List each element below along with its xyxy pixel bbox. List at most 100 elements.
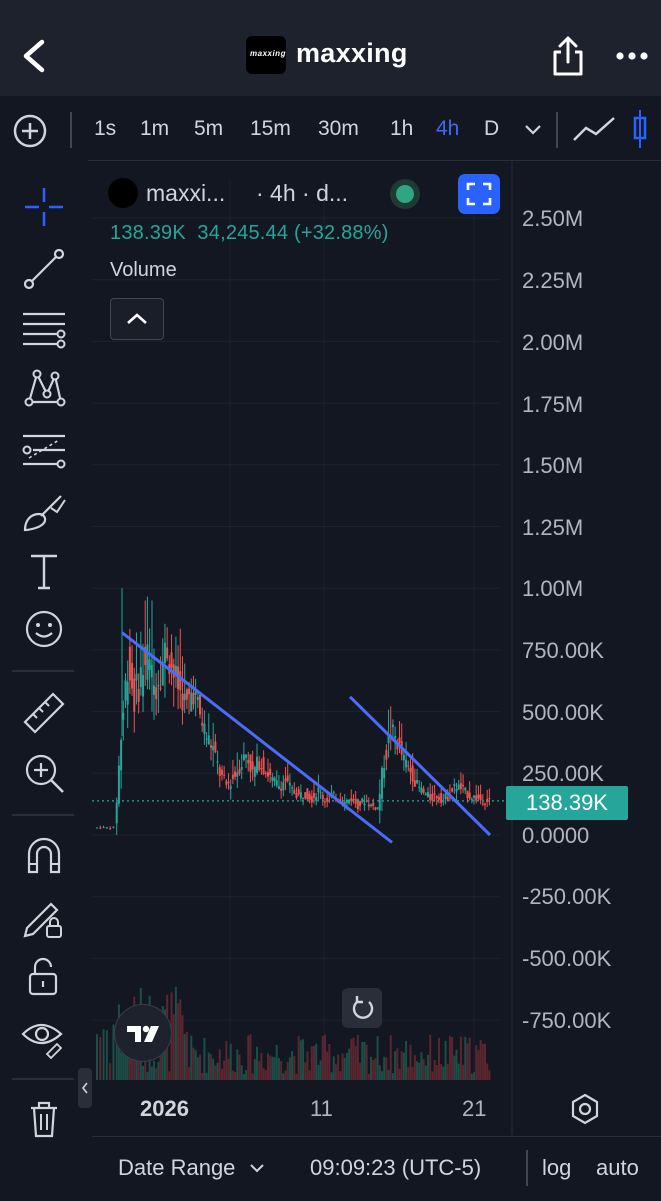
line-chart-type-button[interactable] xyxy=(572,114,616,149)
candle-body xyxy=(451,788,454,792)
auto-scale-toggle[interactable]: auto xyxy=(596,1155,639,1180)
tf-1h[interactable]: 1h xyxy=(390,117,414,140)
tf-4h[interactable]: 4h xyxy=(436,117,460,140)
candle-body xyxy=(343,802,346,805)
share-icon xyxy=(553,36,583,76)
ruler-tool[interactable] xyxy=(21,690,67,736)
magnet-tool[interactable] xyxy=(21,832,67,878)
volume-bar xyxy=(284,1070,287,1080)
share-button[interactable] xyxy=(548,34,588,78)
plus-circle-icon xyxy=(13,114,47,148)
tf-15m[interactable]: 15m xyxy=(250,117,291,140)
candle-body xyxy=(207,735,210,745)
volume-bar xyxy=(376,1036,379,1080)
volume-bar xyxy=(304,1062,307,1080)
volume-bar xyxy=(225,1040,228,1080)
zoom-in-icon xyxy=(25,754,64,793)
candle-body xyxy=(96,827,98,829)
volume-bar xyxy=(462,1064,465,1080)
volume-bar xyxy=(334,1064,337,1080)
volume-bar xyxy=(330,1072,333,1080)
volume-bar xyxy=(205,1072,208,1080)
crosshair-tool[interactable] xyxy=(21,184,67,230)
candle-body xyxy=(326,797,329,802)
toolbar-collapse-button[interactable] xyxy=(78,1068,92,1108)
volume-bar xyxy=(308,1070,311,1080)
horizontal-lines-tool[interactable] xyxy=(21,306,67,352)
candle-body xyxy=(214,741,217,753)
volume-bar xyxy=(229,1043,232,1080)
volume-bar xyxy=(361,1042,364,1080)
trendline-tool[interactable] xyxy=(21,246,67,292)
tf-1s[interactable]: 1s xyxy=(94,117,117,140)
volume-bar xyxy=(105,1030,108,1080)
volume-bar xyxy=(429,1034,432,1080)
delete-tool[interactable] xyxy=(21,1096,67,1142)
candle-body xyxy=(477,794,480,799)
reset-chart-button[interactable] xyxy=(342,988,382,1028)
date-range-button[interactable]: Date Range xyxy=(118,1155,266,1181)
timezone-clock[interactable]: 09:09:23 (UTC-5) xyxy=(310,1155,482,1180)
candle-body xyxy=(319,792,322,794)
volume-bar xyxy=(183,1034,186,1080)
volume-bar xyxy=(181,1015,184,1080)
text-tool[interactable] xyxy=(21,548,67,594)
candle-body xyxy=(359,801,362,806)
divider xyxy=(12,814,74,816)
fullscreen-button[interactable] xyxy=(458,174,500,214)
chart-settings-button[interactable] xyxy=(568,1092,602,1126)
more-button[interactable] xyxy=(612,44,652,68)
y-tick: 0.0000 xyxy=(522,823,590,848)
candle-body xyxy=(269,768,272,776)
back-button[interactable] xyxy=(14,36,54,76)
volume-bar xyxy=(280,1061,283,1080)
volume-bar xyxy=(196,1057,199,1080)
volume-bar xyxy=(354,1045,357,1080)
volume-bar xyxy=(199,1054,202,1080)
volume-bar xyxy=(431,1071,434,1080)
volume-bar xyxy=(179,999,182,1080)
volume-bar xyxy=(448,1035,451,1080)
visibility-tool[interactable] xyxy=(21,1014,67,1060)
candle-body xyxy=(391,724,394,728)
candle-body xyxy=(462,785,465,787)
candle-body xyxy=(422,788,425,793)
lock-drawing-tool[interactable] xyxy=(21,894,67,940)
candle-chart-type-button[interactable] xyxy=(630,108,661,155)
timeframe-dropdown[interactable] xyxy=(522,118,544,145)
legend-collapse-button[interactable] xyxy=(110,298,164,340)
volume-label[interactable]: Volume xyxy=(110,259,177,281)
tf-5m[interactable]: 5m xyxy=(194,117,224,140)
candle-body xyxy=(234,771,237,777)
candle-body xyxy=(166,647,169,659)
tf-1m[interactable]: 1m xyxy=(140,117,170,140)
log-scale-toggle[interactable]: log xyxy=(542,1155,572,1180)
y-tick: -500.00K xyxy=(522,946,612,971)
y-tick: -250.00K xyxy=(522,884,612,909)
volume-bar xyxy=(146,1071,149,1080)
pattern-tool[interactable] xyxy=(21,366,67,412)
candle-body xyxy=(444,793,447,799)
candle-body xyxy=(433,793,436,795)
market-status-indicator xyxy=(396,185,414,203)
ruler-icon xyxy=(23,692,65,734)
price-chart[interactable] xyxy=(92,160,661,1200)
emoji-tool[interactable] xyxy=(21,606,67,652)
tradingview-logo[interactable] xyxy=(114,1004,172,1062)
candle-body xyxy=(128,646,131,681)
brush-tool[interactable] xyxy=(21,490,67,536)
chart-area[interactable] xyxy=(92,160,661,1200)
tf-d[interactable]: D xyxy=(484,117,500,140)
volume-bar xyxy=(337,1054,340,1080)
tf-30m[interactable]: 30m xyxy=(318,117,359,140)
candle-body xyxy=(152,685,155,695)
fib-tool[interactable] xyxy=(21,428,67,474)
symbol-name[interactable]: maxxi... xyxy=(146,180,226,206)
candle-body xyxy=(378,794,381,811)
zoom-in-tool[interactable] xyxy=(21,750,67,796)
volume-bar xyxy=(444,1040,447,1080)
unlock-tool[interactable] xyxy=(21,954,67,1000)
candle-body xyxy=(299,792,302,799)
add-indicator-button[interactable] xyxy=(12,113,48,149)
candle-body xyxy=(148,659,151,671)
